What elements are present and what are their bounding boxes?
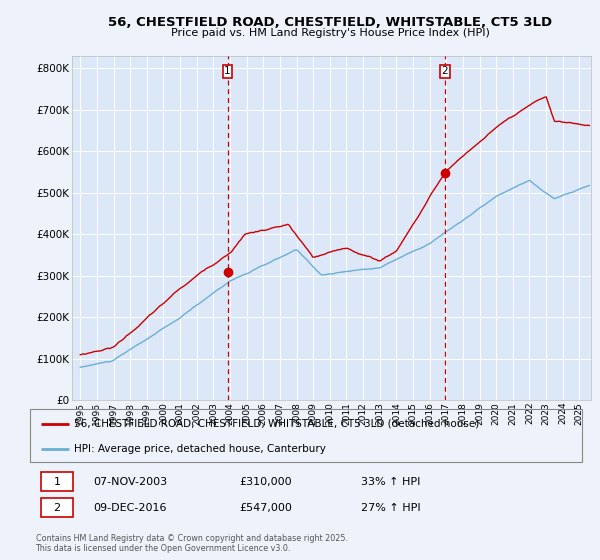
Text: 2: 2 — [442, 66, 448, 76]
Text: £310,000: £310,000 — [240, 477, 292, 487]
Text: Price paid vs. HM Land Registry's House Price Index (HPI): Price paid vs. HM Land Registry's House … — [170, 28, 490, 38]
Text: 09-DEC-2016: 09-DEC-2016 — [94, 503, 167, 512]
Text: 2: 2 — [53, 503, 61, 512]
Text: 56, CHESTFIELD ROAD, CHESTFIELD, WHITSTABLE, CT5 3LD: 56, CHESTFIELD ROAD, CHESTFIELD, WHITSTA… — [108, 16, 552, 29]
FancyBboxPatch shape — [41, 473, 73, 492]
Text: 56, CHESTFIELD ROAD, CHESTFIELD, WHITSTABLE, CT5 3LD (detached house): 56, CHESTFIELD ROAD, CHESTFIELD, WHITSTA… — [74, 419, 479, 429]
Text: 07-NOV-2003: 07-NOV-2003 — [94, 477, 167, 487]
Text: 33% ↑ HPI: 33% ↑ HPI — [361, 477, 421, 487]
Text: £547,000: £547,000 — [240, 503, 293, 512]
Text: Contains HM Land Registry data © Crown copyright and database right 2025.
This d: Contains HM Land Registry data © Crown c… — [35, 534, 347, 553]
FancyBboxPatch shape — [41, 498, 73, 517]
Text: 1: 1 — [53, 477, 61, 487]
Text: 27% ↑ HPI: 27% ↑ HPI — [361, 503, 421, 512]
Text: HPI: Average price, detached house, Canterbury: HPI: Average price, detached house, Cant… — [74, 444, 326, 454]
Text: 1: 1 — [224, 66, 231, 76]
